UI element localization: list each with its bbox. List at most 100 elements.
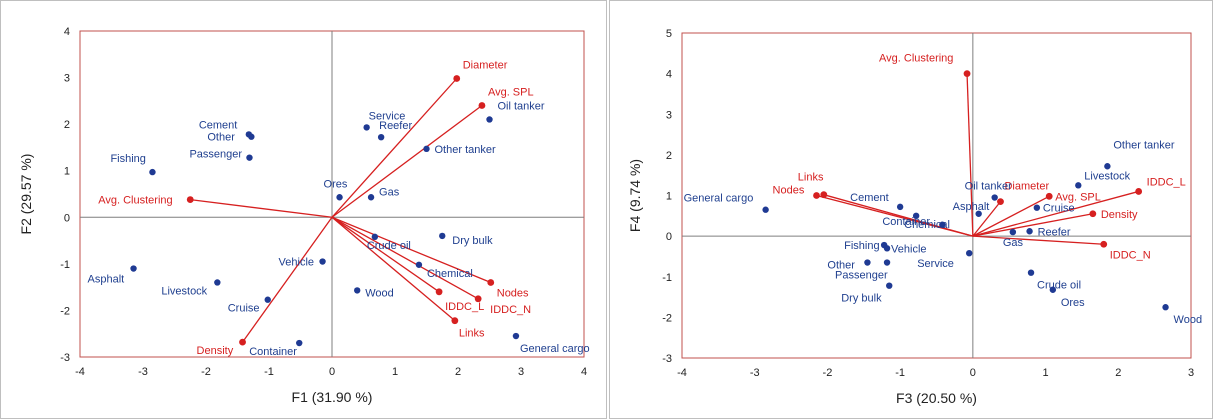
y-tick-label: -3 [662,353,672,365]
vector-nodes [331,216,492,284]
point-service [363,124,370,131]
point-gas [1009,228,1017,236]
x-axis-label: F1 (31.90 %) [292,389,373,405]
point-label-oil-tanker: Oil tanker [498,100,545,112]
x-tick-label: -3 [750,367,760,379]
point-asphalt [130,265,137,272]
point-label-general-cargo: General cargo [520,343,590,355]
vector-avg-clustering [190,198,333,218]
x-tick-label: 4 [581,366,587,378]
y-tick-label: -2 [60,305,70,317]
x-tick-label: 3 [1188,367,1194,379]
point-chemical [912,212,920,220]
point-fishing [149,168,156,176]
point-label-other: Other [827,260,855,272]
vector-point-iddc-l [1135,188,1143,195]
vector-label-avg-clustering: Avg. Clustering [98,195,172,207]
point-label-vehicle: Vehicle [279,257,314,269]
point-other-tanker [423,145,430,153]
point-label-container: Container [882,216,930,228]
vector-label-nodes: Nodes [773,185,805,197]
point-label-dry-bulk: Dry bulk [452,235,493,247]
vector-label-avg-spl: Avg. SPL [1055,191,1101,203]
x-axis-label: F3 (20.50 %) [896,390,977,406]
point-passenger [883,259,891,266]
vector-label-avg-clustering: Avg. Clustering [879,53,953,65]
point-dry-bulk [439,232,446,240]
vector-label-avg-spl: Avg. SPL [488,87,534,99]
vector-point-avg-spl [1045,192,1053,200]
vector-label-diameter: Diameter [1004,181,1049,193]
point-container [939,221,946,228]
point-cruise [264,296,271,303]
point-label-vehicle: Vehicle [891,243,926,255]
point-label-wood: Wood [1174,314,1203,326]
point-label-container: Container [249,346,297,358]
point-label-passenger: Passenger [835,270,888,282]
y-tick-label: 4 [666,69,672,81]
point-label-cruise: Cruise [1043,203,1075,215]
point-other [864,259,871,266]
point-label-reefer: Reefer [1038,226,1071,238]
vector-point-avg-spl [478,102,486,109]
biplot-f1-f2-panel: -4 -3 -2 -1 0 1 2 3 4 -3 -2 -1 0 1 2 3 4 F1 (31.90 %) F2 (… [0,0,607,419]
point-label-asphalt: Asphalt [88,274,125,286]
point-label-cement: Cement [850,192,889,204]
point-label-ores: Ores [1061,297,1085,309]
y-tick-label: 2 [666,150,672,162]
vector-diameter [972,201,1001,237]
x-tick-label: 0 [970,367,976,379]
vector-point-diameter [453,75,461,82]
x-tick-label: -4 [677,367,687,379]
vector-label-links: Links [459,328,485,340]
point-container [296,339,303,347]
point-passenger [246,154,253,161]
vector-label-iddc-l: IDDC_L [1147,176,1186,188]
point-label-gas: Gas [379,186,400,198]
vector-nodes [816,194,974,237]
vector-avg-spl [972,195,1050,237]
point-label-cement: Cement [199,119,238,131]
y-tick-label: 1 [666,191,672,203]
vector-point-iddc-l [435,288,443,296]
y-tick-label: 5 [666,28,672,40]
point-label-gas: Gas [1003,237,1024,249]
point-vehicle [883,245,891,252]
y-tick-label: -1 [60,259,70,271]
x-tick-label: -1 [895,367,905,379]
point-label-other-tanker: Other tanker [435,144,496,156]
vector-label-diameter: Diameter [463,60,508,72]
point-other-tanker [1104,163,1111,170]
vector-iddc-l [972,190,1139,237]
point-label-cruise: Cruise [228,303,260,315]
y-tick-label: 3 [64,73,70,85]
point-label-service: Service [369,110,406,122]
point-reefer [377,133,385,141]
vector-density [972,213,1093,237]
x-tick-label: -3 [138,366,148,378]
point-label-oil-tanker: Oil tanker [965,181,1012,193]
vector-point-links [451,317,459,325]
point-label-chemical: Chemical [904,219,950,231]
vector-point-density [239,338,246,346]
point-livestock [1075,182,1082,189]
point-chemical [415,261,423,268]
y-tick-label: -2 [662,312,672,324]
point-asphalt [975,210,982,217]
vector-avg-clustering [966,73,974,237]
point-oil-tanker [486,116,493,123]
vector-point-iddc-n [474,295,482,303]
vector-label-links: Links [798,172,824,184]
vector-point-nodes [813,192,820,199]
y-axis-label: F4 (9.74 %) [627,159,643,232]
vector-point-iddc-n [1100,240,1108,248]
point-label-other-tanker: Other tanker [1113,139,1174,151]
point-service [966,249,973,257]
vector-point-density [1089,210,1097,218]
point-dry-bulk [886,282,893,289]
point-crude-oil [1027,269,1035,276]
point-label-wood: Wood [365,287,394,299]
x-tick-label: 2 [455,366,461,378]
point-label-chemical: Chemical [427,268,473,280]
point-general-cargo [762,206,769,213]
